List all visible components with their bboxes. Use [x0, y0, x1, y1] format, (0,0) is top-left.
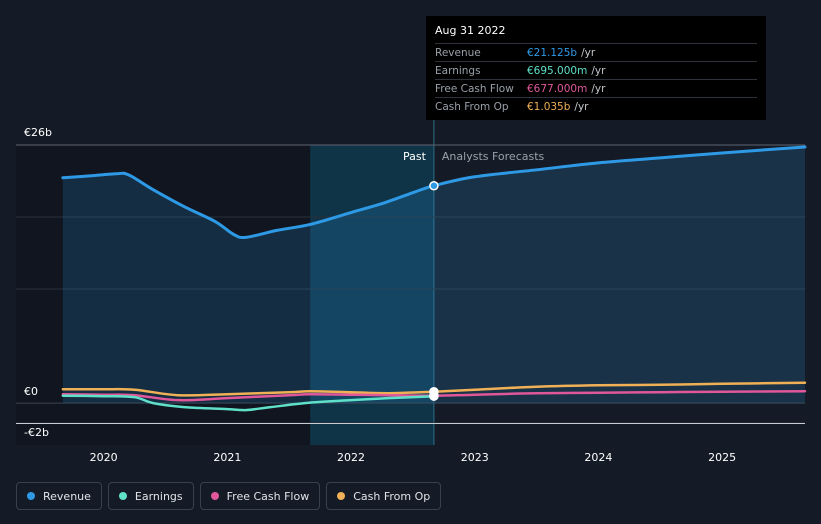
gridlines: [16, 144, 805, 424]
revenue-marker: [429, 180, 439, 191]
tooltip-row-unit: /yr: [574, 100, 589, 113]
x-tick-label: 2024: [584, 451, 612, 464]
axis-labels: Past Analysts Forecasts €26b €0 -€2b 2020 20…: [24, 126, 736, 464]
legend-item-cash-from-op[interactable]: Cash From Op: [326, 482, 442, 510]
earnings-marker: [429, 391, 439, 401]
tooltip-row-value: €1.035b: [527, 100, 571, 113]
tooltip-row: Revenue €21.125b/yr: [435, 43, 757, 61]
tooltip-row-label: Earnings: [435, 64, 481, 77]
tooltip-row-label: Free Cash Flow: [435, 82, 514, 95]
legend-dot-icon: [27, 492, 35, 500]
tooltip-row-unit: /yr: [581, 46, 596, 59]
y-tick-label: €26b: [24, 126, 52, 139]
x-tick-label: 2025: [708, 451, 736, 464]
legend-label: Free Cash Flow: [226, 489, 310, 503]
free-cash-flow-line: [61, 389, 807, 402]
tooltip-row: Earnings €695.000m/yr: [435, 61, 757, 79]
x-tick-label: 2021: [213, 451, 241, 464]
forecast-label: Analysts Forecasts: [442, 150, 545, 163]
legend-label: Revenue: [43, 489, 91, 503]
tooltip-rows: Revenue €21.125b/yr Earnings €695.000m/yr Fr…: [435, 43, 757, 115]
legend-label: Earnings: [134, 489, 183, 503]
series-lines: [61, 145, 807, 412]
tooltip-row-label: Revenue: [435, 46, 481, 59]
tooltip-row-value: €695.000m: [527, 64, 588, 77]
revenue-area: [62, 146, 805, 404]
legend-label: Cash From Op: [353, 489, 431, 503]
legend-item-revenue[interactable]: Revenue: [16, 482, 102, 510]
x-tick-label: 2023: [461, 451, 489, 464]
legend-item-earnings[interactable]: Earnings: [107, 482, 194, 510]
series-markers: [429, 180, 439, 401]
tooltip-date: Aug 31 2022: [435, 24, 506, 37]
revenue-line: [61, 145, 807, 240]
tooltip-row: Cash From Op €1.035b/yr: [435, 97, 757, 115]
x-tick-label: 2020: [90, 451, 118, 464]
legend-dot-icon: [210, 492, 219, 500]
revenue-area-fill: [62, 146, 805, 404]
y-tick-label: €0: [24, 385, 38, 398]
y-tick-label: -€2b: [24, 426, 49, 439]
legend: Revenue Earnings Free Cash Flow Cash From O…: [16, 482, 442, 510]
tooltip-row-label: Cash From Op: [435, 100, 509, 113]
cash-from-op-line: [61, 381, 807, 397]
legend-item-free-cash-flow[interactable]: Free Cash Flow: [199, 482, 321, 510]
legend-dot-icon: [337, 492, 346, 500]
x-tick-label: 2022: [337, 451, 365, 464]
tooltip-row-value: €677.000m: [527, 82, 588, 95]
earnings-line: [61, 394, 436, 412]
past-label: Past: [403, 150, 427, 163]
tooltip-row-unit: /yr: [591, 64, 606, 77]
tooltip-row-value: €21.125b: [527, 46, 578, 59]
tooltip-row: Free Cash Flow €677.000m/yr: [435, 79, 757, 97]
tooltip-row-unit: /yr: [591, 82, 606, 95]
legend-dot-icon: [118, 492, 127, 500]
tooltip: Aug 31 2022 Revenue €21.125b/yr Earnings €6…: [426, 16, 766, 120]
